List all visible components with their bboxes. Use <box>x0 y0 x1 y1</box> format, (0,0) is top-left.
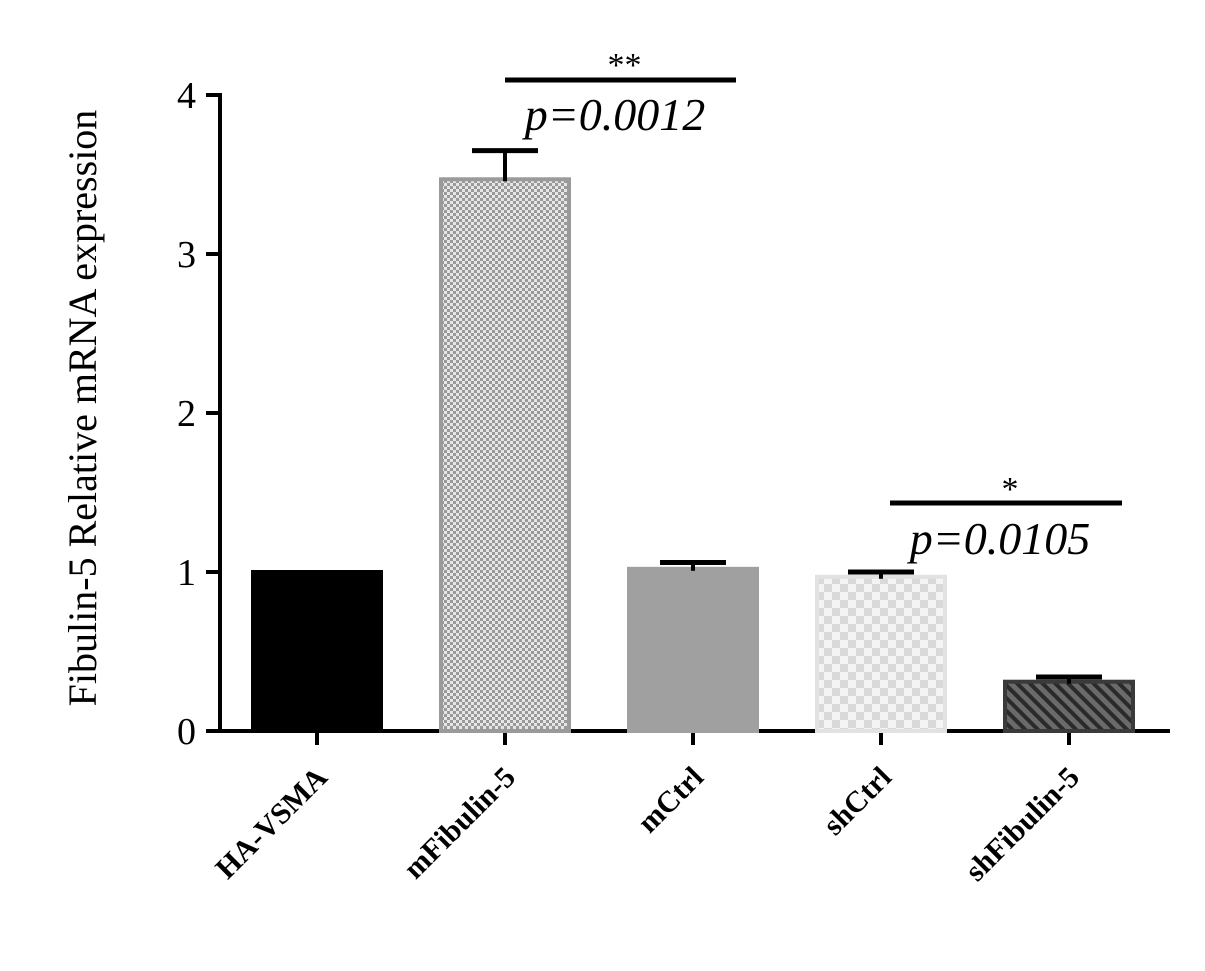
bar-HA-VSMA <box>251 570 383 733</box>
y-tick-label: 4 <box>177 75 196 117</box>
x-tick-label-mCtrl: mCtrl <box>631 761 710 840</box>
y-axis-label: Fibulin-5 Relative mRNA expression <box>60 110 105 707</box>
bar-mCtrl <box>627 566 759 733</box>
p-value-label: p=0.0105 <box>907 513 1091 564</box>
x-tick-label-shCtrl: shCtrl <box>817 761 898 842</box>
y-tick-label: 2 <box>177 393 196 435</box>
y-tick-label: 0 <box>177 711 196 753</box>
x-tick-label-shFibulin-5: shFibulin-5 <box>959 761 1086 888</box>
bar-shCtrl <box>815 574 947 734</box>
y-tick-label: 3 <box>177 234 196 276</box>
bar-shFibulin-5 <box>1003 679 1135 734</box>
y-tick-label: 1 <box>177 552 196 594</box>
x-tick-label-HA-VSMA: HA-VSMA <box>209 760 334 885</box>
bar-mFibulin-5 <box>439 177 571 733</box>
p-value-label: p=0.0012 <box>522 89 706 140</box>
x-tick-label-mFibulin-5: mFibulin-5 <box>397 761 522 886</box>
significance-stars: * <box>1002 471 1019 508</box>
significance-stars: ** <box>608 47 642 84</box>
